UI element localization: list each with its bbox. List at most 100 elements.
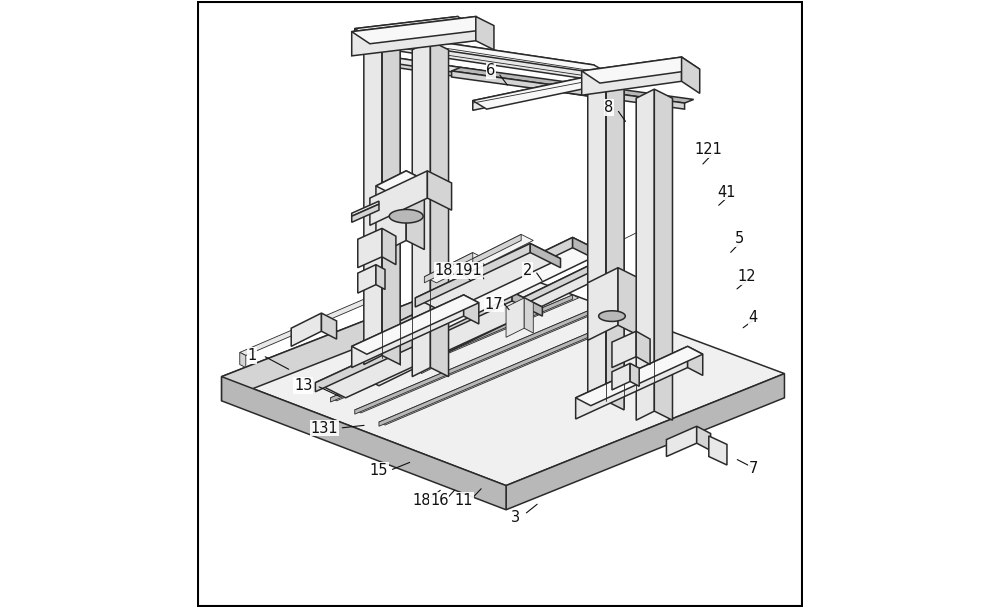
Polygon shape <box>666 426 697 457</box>
Polygon shape <box>452 67 694 103</box>
Polygon shape <box>439 334 449 370</box>
Text: 4: 4 <box>748 310 758 325</box>
Polygon shape <box>355 307 603 413</box>
Text: 6: 6 <box>486 63 496 78</box>
Polygon shape <box>222 268 500 401</box>
Polygon shape <box>415 243 530 307</box>
Polygon shape <box>512 292 542 316</box>
Polygon shape <box>352 204 379 223</box>
Polygon shape <box>379 319 621 426</box>
Polygon shape <box>376 171 424 195</box>
Polygon shape <box>379 55 608 95</box>
Polygon shape <box>606 80 624 410</box>
Polygon shape <box>376 171 406 255</box>
Text: 131: 131 <box>311 421 338 435</box>
Polygon shape <box>612 331 636 368</box>
Text: 15: 15 <box>370 463 388 478</box>
Polygon shape <box>506 298 524 337</box>
Polygon shape <box>582 57 682 95</box>
Polygon shape <box>682 57 700 94</box>
Polygon shape <box>355 307 597 414</box>
Polygon shape <box>315 292 542 398</box>
Text: 41: 41 <box>718 185 736 199</box>
Polygon shape <box>524 298 533 333</box>
Polygon shape <box>361 264 609 385</box>
Polygon shape <box>582 57 700 83</box>
Polygon shape <box>415 243 561 313</box>
Polygon shape <box>576 347 703 406</box>
Polygon shape <box>358 264 376 293</box>
Polygon shape <box>636 89 654 420</box>
Polygon shape <box>406 171 424 249</box>
Polygon shape <box>355 32 473 53</box>
Polygon shape <box>376 264 385 289</box>
Polygon shape <box>612 364 630 390</box>
Text: 1: 1 <box>247 348 256 363</box>
Polygon shape <box>427 171 452 210</box>
Polygon shape <box>331 295 579 401</box>
Polygon shape <box>473 75 594 110</box>
Text: 5: 5 <box>734 231 744 246</box>
Text: 13: 13 <box>294 378 312 393</box>
Text: 11: 11 <box>454 493 473 508</box>
Polygon shape <box>240 353 246 368</box>
Polygon shape <box>636 331 650 365</box>
Text: 2: 2 <box>523 263 532 278</box>
Text: 7: 7 <box>748 461 758 476</box>
Polygon shape <box>530 243 561 268</box>
Polygon shape <box>370 32 594 80</box>
Text: 17: 17 <box>485 297 503 311</box>
Polygon shape <box>421 334 439 373</box>
Polygon shape <box>473 235 533 264</box>
Polygon shape <box>352 295 464 368</box>
Polygon shape <box>352 16 476 56</box>
Polygon shape <box>430 41 449 376</box>
Polygon shape <box>382 35 400 365</box>
Polygon shape <box>588 268 618 340</box>
Polygon shape <box>321 313 337 339</box>
Polygon shape <box>355 16 473 38</box>
Text: 8: 8 <box>604 100 614 115</box>
Polygon shape <box>476 16 494 50</box>
Text: 18: 18 <box>412 493 431 508</box>
Polygon shape <box>697 426 711 451</box>
Polygon shape <box>352 16 494 44</box>
Polygon shape <box>618 268 636 334</box>
Polygon shape <box>688 347 703 375</box>
Polygon shape <box>379 55 594 97</box>
Polygon shape <box>709 436 727 465</box>
Polygon shape <box>591 264 609 281</box>
Polygon shape <box>240 298 373 356</box>
Polygon shape <box>358 229 382 268</box>
Polygon shape <box>630 364 639 386</box>
Text: 182: 182 <box>435 263 462 278</box>
Text: 121: 121 <box>695 142 723 157</box>
Polygon shape <box>424 252 485 283</box>
Text: 16: 16 <box>430 493 449 508</box>
Polygon shape <box>588 80 606 410</box>
Polygon shape <box>452 71 685 109</box>
Polygon shape <box>473 75 608 109</box>
Polygon shape <box>352 295 479 354</box>
Polygon shape <box>473 235 521 264</box>
Polygon shape <box>506 373 784 510</box>
Polygon shape <box>573 238 603 263</box>
Polygon shape <box>315 292 512 392</box>
Polygon shape <box>352 201 379 216</box>
Polygon shape <box>291 313 321 347</box>
Polygon shape <box>599 311 625 322</box>
Text: 12: 12 <box>738 269 756 285</box>
Polygon shape <box>412 41 430 376</box>
Polygon shape <box>222 376 506 510</box>
Polygon shape <box>331 295 573 402</box>
Text: 191: 191 <box>455 263 482 278</box>
Polygon shape <box>654 89 672 420</box>
Polygon shape <box>222 268 784 486</box>
Polygon shape <box>382 229 396 264</box>
Polygon shape <box>389 210 423 223</box>
Polygon shape <box>424 252 473 283</box>
Polygon shape <box>355 16 458 44</box>
Polygon shape <box>391 238 573 336</box>
Polygon shape <box>364 32 382 365</box>
Polygon shape <box>370 171 427 226</box>
